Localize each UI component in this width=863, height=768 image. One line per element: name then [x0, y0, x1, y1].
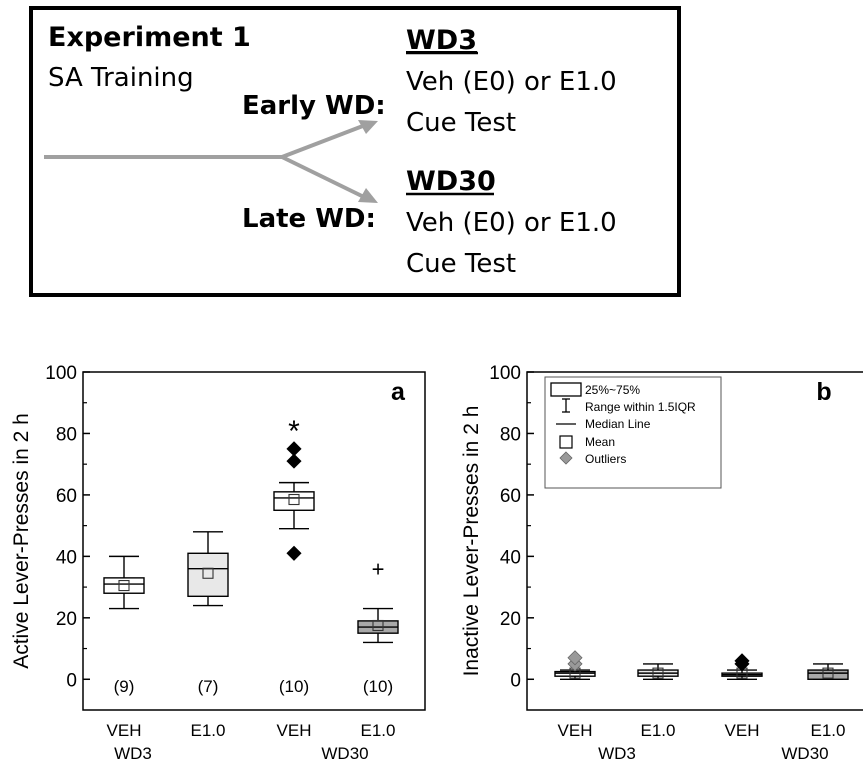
chart-panel-a: Active Lever-Presses in 2 h a 0 20 40 60 80 1… [10, 363, 426, 763]
legend-entry-mean: Mean [585, 435, 615, 449]
wd30-treatment: Veh (E0) or E1.0 [406, 208, 617, 238]
late-branch-line [281, 155, 369, 201]
y-tick-label: 60 [500, 486, 521, 507]
x-axis-labels-b: VEH E1.0 VEH E1.0 WD3 WD30 [558, 721, 846, 763]
iqr-box [273, 491, 315, 511]
iqr-box [103, 577, 145, 594]
mean-marker [652, 667, 664, 679]
y-ticks-a: 0 20 40 60 80 100 [45, 363, 90, 691]
outlier-marker [734, 653, 750, 669]
legend: 25%~75% Range within 1.5IQR Median Line … [544, 376, 722, 489]
box-3 [357, 607, 399, 644]
x-group-label: WD30 [321, 744, 368, 763]
legend-outlier-icon [559, 451, 573, 465]
significance-annotation: + [372, 557, 385, 582]
legend-entry-range: Range within 1.5IQR [585, 400, 696, 414]
box-0 [554, 650, 596, 680]
boxes-a: * + (9) (7) (10) (10) [103, 415, 399, 696]
y-tick-label: 0 [66, 670, 77, 691]
x-tick-label: VEH [107, 721, 142, 740]
late-wd-label: Late WD: [242, 204, 376, 234]
legend-range-icon [562, 398, 570, 413]
y-tick-label: 60 [56, 486, 77, 507]
x-tick-label: VEH [725, 721, 760, 740]
legend-entry-outliers: Outliers [585, 452, 626, 466]
x-tick-label: E1.0 [641, 721, 676, 740]
iqr-box [807, 669, 849, 680]
y-tick-label: 100 [45, 363, 77, 384]
wd3-test: Cue Test [406, 108, 516, 138]
n-label: (9) [114, 677, 135, 696]
late-arrowhead-icon [358, 188, 378, 203]
x-group-label: WD30 [781, 744, 828, 763]
early-branch-line [281, 122, 369, 159]
outlier-marker [286, 441, 302, 457]
mean-marker [822, 667, 834, 679]
x-tick-label: E1.0 [361, 721, 396, 740]
training-label: SA Training [48, 63, 194, 93]
chart-panel-b: Inactive Lever-Presses in 2 h b 0 20 40 60 8… [460, 363, 863, 763]
panel-label-a: a [391, 378, 406, 406]
x-tick-label: E1.0 [811, 721, 846, 740]
legend-mean-icon [559, 435, 573, 449]
n-label: (7) [198, 677, 219, 696]
wd3-treatment: Veh (E0) or E1.0 [406, 67, 617, 97]
box-3 [807, 663, 849, 680]
y-tick-label: 100 [489, 363, 521, 384]
y-tick-label: 40 [56, 547, 77, 568]
outlier-marker [286, 453, 302, 469]
legend-entry-iqr: 25%~75% [585, 383, 640, 397]
diagram-frame [29, 6, 681, 297]
wd3-heading: WD3 [406, 25, 477, 56]
plot-frame-a [82, 371, 426, 711]
box-2 [273, 441, 315, 561]
mean-marker [372, 619, 384, 632]
plot-frame-b [526, 371, 863, 711]
outlier-marker [286, 545, 302, 561]
outlier-marker [567, 650, 583, 666]
y-ticks-b: 0 20 40 60 80 100 [489, 363, 534, 691]
mean-marker [118, 580, 130, 592]
y-tick-label: 40 [500, 547, 521, 568]
y-tick-label: 80 [56, 424, 77, 445]
experiment-diagram: Experiment 1 SA Training Early WD: Late … [29, 6, 681, 297]
y-axis-label-a: Active Lever-Presses in 2 h [10, 413, 33, 669]
mean-marker [288, 493, 300, 506]
box-2 [721, 653, 763, 680]
iqr-box [187, 552, 229, 598]
n-label: (10) [279, 677, 309, 696]
significance-annotation: * [288, 415, 300, 448]
box-1 [637, 663, 679, 680]
x-axis-labels-a: VEH E1.0 VEH E1.0 WD3 WD30 [107, 721, 396, 763]
box-0 [103, 555, 145, 610]
panel-label-b: b [816, 378, 831, 406]
experiment-title: Experiment 1 [48, 22, 251, 53]
mean-marker [202, 567, 214, 579]
wd30-test: Cue Test [406, 249, 516, 279]
n-label: (10) [363, 677, 393, 696]
box-plot-charts: Active Lever-Presses in 2 h a 0 20 40 60 80 1… [10, 363, 863, 763]
x-tick-label: VEH [277, 721, 312, 740]
branch-arrows [44, 122, 369, 201]
boxes-b [554, 650, 849, 680]
box-1 [187, 531, 229, 607]
x-tick-label: VEH [558, 721, 593, 740]
early-arrowhead-icon [358, 120, 378, 134]
y-axis-label-b: Inactive Lever-Presses in 2 h [460, 406, 483, 677]
x-group-label: WD3 [114, 744, 152, 763]
y-tick-label: 20 [500, 609, 521, 630]
y-tick-label: 20 [56, 609, 77, 630]
legend-box-swatch [550, 382, 582, 397]
legend-entry-median: Median Line [585, 417, 651, 431]
x-group-label: WD3 [598, 744, 636, 763]
early-wd-label: Early WD: [242, 91, 386, 121]
y-tick-label: 0 [510, 670, 521, 691]
iqr-box [554, 670, 596, 677]
wd30-heading: WD30 [406, 166, 496, 197]
y-tick-label: 80 [500, 424, 521, 445]
x-tick-label: E1.0 [191, 721, 226, 740]
